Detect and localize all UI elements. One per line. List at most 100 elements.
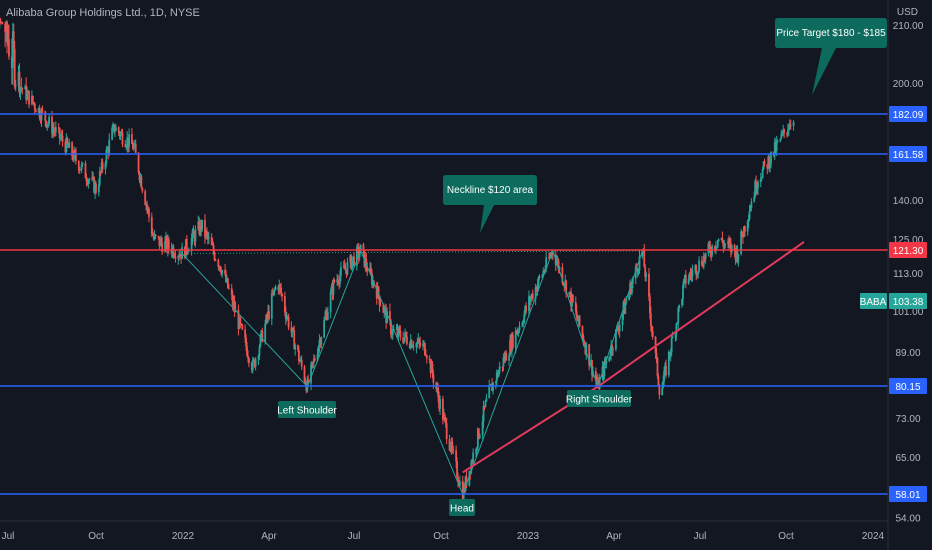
candle-body [389, 320, 392, 335]
candle-body [84, 163, 87, 179]
candle-body [319, 340, 322, 345]
candle-body [174, 256, 177, 259]
candle-body [66, 137, 69, 145]
candle-body [167, 239, 170, 249]
time-tick-label: Jul [694, 531, 707, 542]
candle-body [766, 164, 769, 169]
neckline-callout-bubble [443, 175, 537, 233]
candle-body [119, 132, 122, 137]
candle-body [27, 90, 29, 93]
candle-body [133, 143, 136, 145]
candle-body [505, 353, 508, 361]
candle-body [97, 184, 100, 193]
candle-body [623, 301, 626, 314]
candle-body [717, 239, 720, 241]
candle-body [543, 271, 546, 273]
symbol-tag-label: BABA [860, 297, 887, 308]
candle-body [476, 428, 479, 448]
candle-body [369, 267, 371, 272]
candle-body [20, 87, 23, 89]
candle-body [792, 122, 795, 126]
time-tick-label: 2024 [862, 531, 885, 542]
candle-body [708, 243, 711, 248]
candle-body [754, 181, 757, 197]
candle-body [93, 177, 95, 193]
candle-body [359, 244, 362, 254]
candle-body [468, 470, 471, 486]
candle-body [343, 265, 346, 270]
candle-body [704, 252, 707, 260]
candle-body [625, 300, 628, 303]
candle-body [618, 325, 621, 332]
candle-body [504, 353, 507, 361]
candle-body [68, 142, 71, 148]
candle-body [551, 252, 554, 255]
candle-body [283, 296, 286, 313]
candle-body [577, 315, 580, 322]
candle-body [280, 287, 283, 294]
candle-body [488, 385, 491, 399]
time-axis[interactable]: Jul Oct 2022 Apr Jul Oct 2023 Apr Jul Oct 2024 [2, 531, 885, 542]
candle-body [285, 317, 288, 319]
candle-body [630, 283, 632, 294]
candle-body [569, 291, 571, 293]
candle-body [311, 362, 313, 365]
candle-body [166, 239, 169, 251]
candle-body [241, 324, 244, 330]
symbol-title[interactable]: Alibaba Group Holdings Ltd., 1D, NYSE [6, 7, 200, 19]
candle-body [140, 176, 143, 188]
candle-body [648, 273, 650, 297]
candle-body [450, 441, 453, 451]
candle-body [459, 481, 461, 486]
candle-body [482, 405, 485, 422]
level-tag-label: 80.15 [895, 382, 920, 393]
candle-body [734, 251, 737, 260]
candle-body [293, 330, 296, 350]
candle-body [621, 314, 624, 326]
right-shoulder-label-box [567, 390, 631, 407]
candle-body [59, 137, 62, 139]
candle-body [146, 204, 148, 208]
candle-body [786, 133, 788, 135]
candle-body [375, 285, 378, 299]
candle-body [312, 358, 315, 363]
candle-body [199, 221, 202, 234]
candle-body [762, 161, 765, 169]
candle-body [304, 381, 307, 385]
candle-body [303, 366, 306, 382]
candle-body [707, 243, 710, 253]
head-label-box [449, 499, 475, 516]
candle-body [207, 237, 210, 239]
price-tick-label: 101.00 [893, 307, 924, 318]
candle-body [352, 256, 354, 261]
candle-body [340, 267, 342, 276]
candle-body [152, 235, 155, 240]
candle-body [425, 355, 428, 359]
candle-body [153, 234, 156, 240]
candle-body [266, 315, 268, 319]
candle-body [383, 308, 386, 313]
candle-body [362, 244, 365, 251]
candle-body [670, 338, 673, 353]
candle-body [595, 380, 598, 384]
candle-body [461, 481, 464, 502]
candle-body [432, 374, 435, 383]
candle-body [511, 334, 513, 352]
candle-body [272, 289, 275, 295]
candle-body [211, 244, 214, 246]
candle-body [205, 231, 207, 237]
candle-body [57, 127, 60, 129]
candle-body [727, 241, 729, 245]
candle-body [395, 328, 398, 330]
candle-body [355, 247, 358, 266]
candle-body [273, 289, 276, 291]
candle-body [448, 439, 451, 451]
candle-body [237, 309, 240, 329]
last-price-tag [889, 293, 927, 309]
candle-body [47, 123, 50, 125]
candle-body [605, 361, 608, 364]
candle-body [58, 127, 61, 139]
candle-body [702, 256, 705, 267]
candle-body [349, 255, 352, 262]
